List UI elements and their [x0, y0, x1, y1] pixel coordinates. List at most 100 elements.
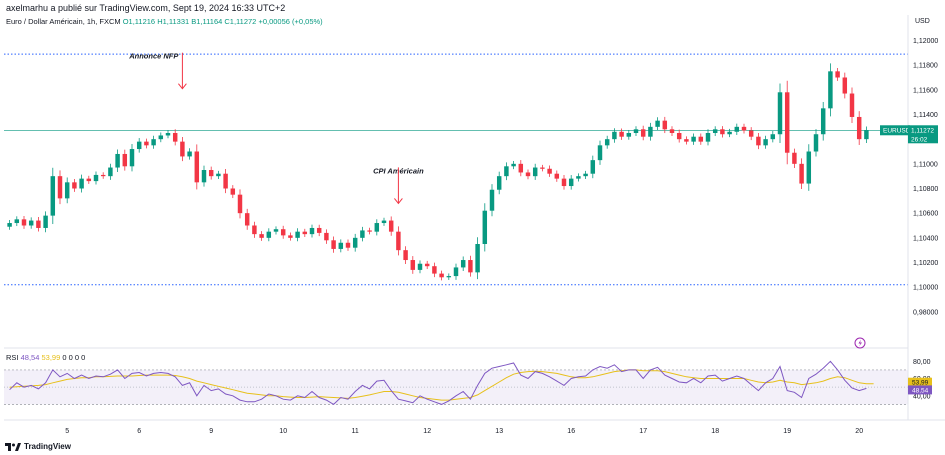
- y-tick-label: 1,11600: [913, 87, 938, 94]
- candle-body: [172, 133, 178, 142]
- candle-body: [122, 153, 128, 167]
- lightning-icon[interactable]: [854, 337, 866, 349]
- candle-body: [806, 151, 812, 184]
- candle-body: [842, 77, 848, 94]
- candle-body: [583, 173, 588, 177]
- candle-body: [698, 136, 704, 142]
- candle-body: [482, 210, 488, 244]
- candle-body: [158, 135, 164, 140]
- candle-body: [604, 139, 610, 146]
- candle-body: [28, 220, 34, 226]
- candle-body: [360, 230, 365, 238]
- candle-body: [201, 170, 207, 183]
- y-tick-label: 1,10600: [913, 211, 938, 218]
- candle-body: [518, 163, 524, 173]
- y-tick-label: 1,10000: [913, 285, 938, 292]
- x-tick-label: 17: [639, 428, 647, 435]
- candle-body: [849, 93, 855, 117]
- candle-body: [345, 242, 351, 248]
- candle-body: [496, 176, 502, 190]
- candle-body: [820, 108, 826, 135]
- rsi-tick-label: 80,00: [913, 359, 931, 366]
- candle-body: [626, 133, 632, 137]
- x-tick-label: 5: [65, 428, 69, 435]
- candle-body: [468, 260, 473, 273]
- candle-body: [684, 139, 689, 142]
- candle-body: [676, 133, 682, 140]
- candle-body: [331, 240, 336, 249]
- x-tick-label: 12: [423, 428, 431, 435]
- candle-body: [216, 173, 221, 177]
- candle-body: [784, 92, 790, 153]
- candle-body: [144, 141, 149, 146]
- candle-body: [662, 120, 668, 130]
- candle-body: [187, 151, 192, 157]
- candle-body: [338, 242, 344, 249]
- candle-body: [439, 273, 444, 278]
- open-value: O1,11216: [122, 17, 156, 26]
- time-axis-ticks: 5 6 9 10 11 12 13 16 17 18 19 20: [65, 428, 863, 435]
- candle-body: [756, 136, 761, 146]
- candle-body: [316, 227, 322, 233]
- candle-body: [388, 220, 394, 232]
- price-axis-ticks: 1,120001,118001,116001,114001,112001,110…: [913, 38, 938, 316]
- candle-body: [828, 71, 833, 109]
- candle-body: [460, 260, 466, 268]
- candle-body: [612, 131, 617, 140]
- x-tick-label: 6: [137, 428, 141, 435]
- tradingview-brand[interactable]: TradingView: [24, 442, 71, 451]
- candle-body: [410, 260, 416, 270]
- candle-body: [504, 166, 509, 177]
- close-value: C1,11272: [224, 17, 257, 26]
- rsi-header: RSI 48,54 53,99 0 0 0 0: [6, 353, 85, 362]
- y-tick-label: 1,11000: [913, 161, 938, 168]
- x-tick-label: 18: [711, 428, 719, 435]
- candle-body: [57, 176, 63, 199]
- candle-body: [669, 129, 675, 133]
- candle-body: [640, 129, 646, 137]
- support-resistance-levels: [4, 53, 908, 286]
- candle-body: [280, 229, 286, 236]
- x-tick-label: 20: [855, 428, 863, 435]
- candle-body: [511, 163, 516, 167]
- candle-body: [489, 189, 495, 211]
- candle-body: [7, 223, 12, 227]
- candle-body: [295, 231, 300, 238]
- candle-body: [273, 229, 279, 232]
- candle-body: [532, 167, 538, 177]
- candle-body: [252, 225, 257, 235]
- candle-body: [748, 130, 754, 137]
- candle-body: [230, 188, 236, 195]
- candle-body: [136, 141, 142, 150]
- candle-body: [180, 141, 185, 157]
- candle-body: [561, 178, 567, 187]
- candle-body: [597, 145, 603, 161]
- y-tick-label: 1,10200: [913, 260, 938, 267]
- candle-body: [302, 231, 308, 235]
- price-tag-symbol: EURUSD: [883, 127, 911, 134]
- candle-body: [367, 230, 372, 232]
- tradingview-logo-icon[interactable]: [5, 443, 21, 451]
- low-value: B1,11164: [191, 17, 223, 26]
- candle-body: [446, 276, 452, 278]
- candle-body: [21, 219, 27, 226]
- rsi-label: RSI: [6, 353, 19, 362]
- candle-body: [741, 126, 747, 131]
- y-tick-label: 1,10800: [913, 186, 938, 193]
- rsi-ma-value: 53,99: [41, 353, 61, 362]
- candle-body: [590, 160, 596, 174]
- x-tick-label: 13: [495, 428, 503, 435]
- candle-body: [352, 237, 358, 248]
- candle-body: [237, 194, 243, 214]
- publish-info: axelmarhu a publié sur TradingView.com, …: [6, 3, 286, 13]
- candle-body: [727, 131, 732, 135]
- candle-body: [712, 129, 718, 133]
- candle-body: [50, 176, 56, 216]
- candle-body: [374, 223, 380, 232]
- candle-body: [266, 231, 272, 238]
- x-tick-label: 16: [567, 428, 575, 435]
- candle-body: [115, 153, 120, 168]
- candle-body: [43, 215, 48, 228]
- rsi-value: 48,54: [20, 353, 40, 362]
